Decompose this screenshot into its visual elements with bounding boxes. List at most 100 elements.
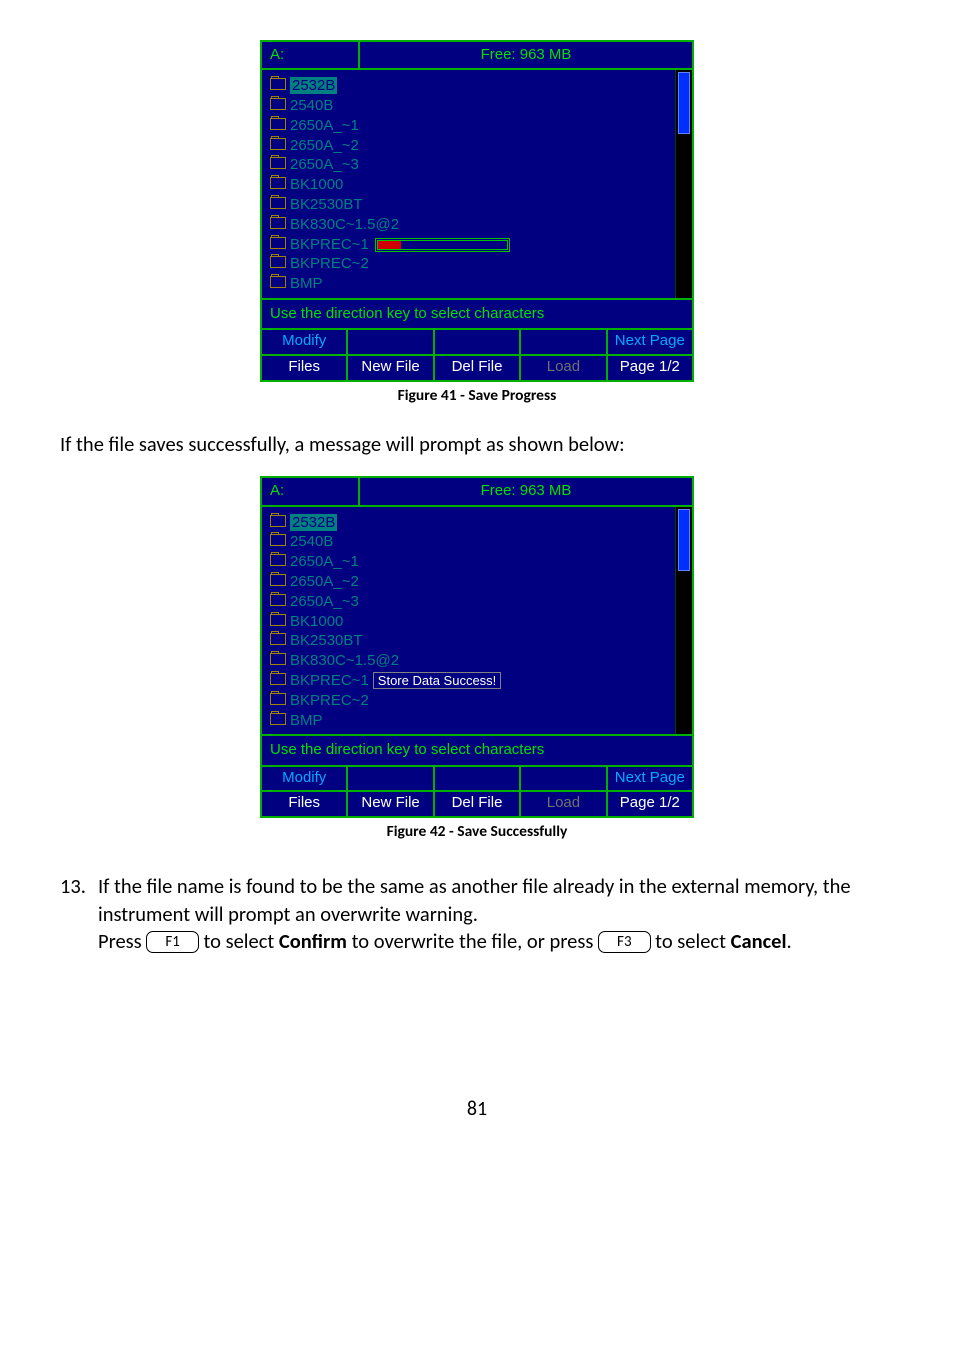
softkey-top-empty (519, 767, 605, 791)
scrollbar[interactable] (675, 507, 692, 735)
paragraph-between: If the file saves successfully, a messag… (60, 431, 894, 459)
soft-buttons-top: Modify Next Page (262, 765, 692, 791)
softkey-bottom-files[interactable]: Files (262, 356, 346, 380)
file-name: 2540B (290, 533, 333, 550)
status-message: Store Data Success! (373, 672, 502, 689)
folder-icon (270, 534, 286, 546)
folder-icon (270, 177, 286, 189)
list-item-13: 13. If the file name is found to be the … (60, 873, 894, 956)
drive-label: A: (262, 42, 360, 68)
file-name: 2650A_~2 (290, 573, 359, 590)
file-row[interactable]: 2650A_~2 (290, 572, 669, 592)
folder-icon (270, 276, 286, 288)
file-row[interactable]: BKPREC~2 (290, 254, 669, 274)
list-body: If the file name is found to be the same… (98, 873, 894, 956)
scrollbar[interactable] (675, 70, 692, 298)
folder-icon (270, 554, 286, 566)
key-f3: F3 (598, 931, 651, 953)
file-name: 2650A_~1 (290, 553, 359, 570)
drive-label: A: (262, 478, 360, 504)
file-name: BMP (290, 712, 323, 729)
file-name: BKPREC~2 (290, 692, 369, 709)
progress-bar (375, 238, 510, 252)
file-row[interactable]: 2650A_~1 (290, 552, 669, 572)
softkey-top-modify[interactable]: Modify (262, 767, 346, 791)
folder-icon (270, 594, 286, 606)
folder-icon (270, 713, 286, 725)
softkey-bottom-page-1-2[interactable]: Page 1/2 (606, 792, 692, 816)
file-name: BK1000 (290, 613, 343, 630)
softkey-top-empty (433, 767, 519, 791)
softkey-bottom-new-file[interactable]: New File (346, 356, 432, 380)
file-name: 2650A_~3 (290, 156, 359, 173)
file-row[interactable]: BKPREC~1 (290, 235, 669, 255)
softkey-bottom-new-file[interactable]: New File (346, 792, 432, 816)
file-row[interactable]: 2650A_~3 (290, 155, 669, 175)
softkey-bottom-files[interactable]: Files (262, 792, 346, 816)
file-name: 2650A_~2 (290, 137, 359, 154)
file-name: BKPREC~1 (290, 236, 369, 253)
file-row[interactable]: BMP (290, 274, 669, 294)
file-name: BK2530BT (290, 632, 363, 649)
softkey-bottom-load: Load (519, 356, 605, 380)
softkey-top-empty (346, 767, 432, 791)
file-row[interactable]: 2650A_~3 (290, 592, 669, 612)
file-name: BK1000 (290, 176, 343, 193)
file-row[interactable]: BK2530BT (290, 631, 669, 651)
soft-buttons-bottom: FilesNew FileDel FileLoadPage 1/2 (262, 790, 692, 816)
text: to select (651, 928, 731, 954)
text: If the file name is found to be the same… (98, 873, 851, 927)
folder-icon (270, 138, 286, 150)
file-name-selected: 2532B (290, 514, 337, 531)
soft-buttons-top: Modify Next Page (262, 328, 692, 354)
file-row[interactable]: 2532B (290, 513, 669, 533)
softkey-top-modify[interactable]: Modify (262, 330, 346, 354)
folder-icon (270, 256, 286, 268)
file-row[interactable]: BKPREC~2 (290, 691, 669, 711)
file-row[interactable]: BKPREC~1Store Data Success! (290, 671, 669, 691)
file-row[interactable]: BK1000 (290, 175, 669, 195)
hint-text: Use the direction key to select characte… (262, 734, 692, 764)
softkey-bottom-del-file[interactable]: Del File (433, 356, 519, 380)
file-row[interactable]: 2540B (290, 532, 669, 552)
folder-icon (270, 118, 286, 130)
folder-icon (270, 673, 286, 685)
folder-icon (270, 633, 286, 645)
file-row[interactable]: 2650A_~1 (290, 116, 669, 136)
softkey-top-empty (519, 330, 605, 354)
softkey-bottom-page-1-2[interactable]: Page 1/2 (606, 356, 692, 380)
file-name: BK830C~1.5@2 (290, 216, 399, 233)
free-space: Free: 963 MB (360, 478, 692, 504)
folder-icon (270, 515, 286, 527)
file-row[interactable]: 2532B (290, 76, 669, 96)
file-name: 2650A_~3 (290, 593, 359, 610)
folder-icon (270, 98, 286, 110)
text: to overwrite the file, or press (347, 928, 598, 954)
file-row[interactable]: 2540B (290, 96, 669, 116)
file-name: 2540B (290, 97, 333, 114)
file-list: 2532B 2540B 2650A_~12650A_~2 2650A_~3 BK1000… (262, 70, 675, 298)
text: Press (98, 928, 146, 954)
folder-icon (270, 217, 286, 229)
confirm-label: Confirm (279, 928, 347, 954)
file-row[interactable]: BMP (290, 711, 669, 731)
softkey-top-next-page[interactable]: Next Page (606, 330, 692, 354)
file-row[interactable]: BK2530BT (290, 195, 669, 215)
file-name: BMP (290, 275, 323, 292)
file-row[interactable]: BK830C~1.5@2 (290, 651, 669, 671)
soft-buttons-bottom: FilesNew FileDel FileLoadPage 1/2 (262, 354, 692, 380)
screenshot-save-progress: A: Free: 963 MB 2532B2540B2650A_~12650A_… (260, 40, 694, 382)
file-row[interactable]: 2650A_~2 (290, 136, 669, 156)
file-row[interactable]: BK1000 (290, 612, 669, 632)
free-space: Free: 963 MB (360, 42, 692, 68)
folder-icon (270, 693, 286, 705)
file-row[interactable]: BK830C~1.5@2 (290, 215, 669, 235)
file-name: BKPREC~1 (290, 672, 369, 689)
softkey-top-empty (433, 330, 519, 354)
softkey-top-next-page[interactable]: Next Page (606, 767, 692, 791)
text: . (787, 928, 792, 954)
softkey-bottom-del-file[interactable]: Del File (433, 792, 519, 816)
file-name-selected: 2532B (290, 77, 337, 94)
folder-icon (270, 574, 286, 586)
cancel-label: Cancel (731, 928, 787, 954)
